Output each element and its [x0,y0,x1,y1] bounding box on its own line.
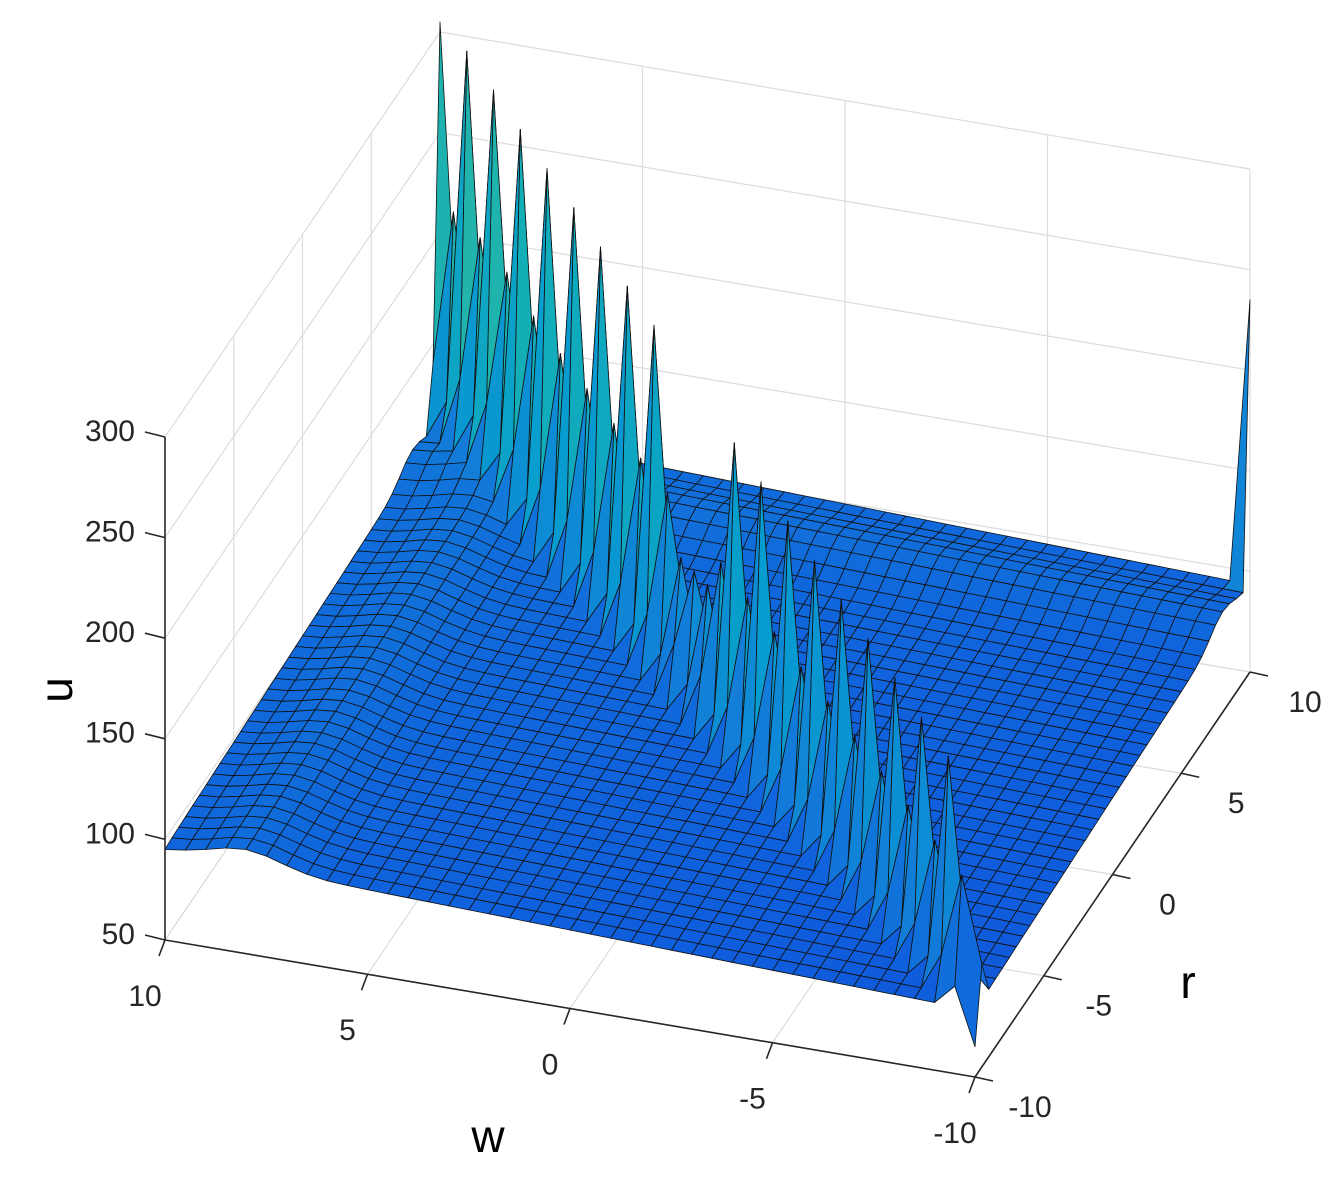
z-tick [144,632,166,639]
y-tick-label: -10 [1008,1091,1051,1124]
x-tick-label: -5 [739,1083,766,1116]
y-tick-label: -5 [1085,990,1112,1023]
x-tick [765,1042,774,1060]
grid-line [164,333,441,740]
x-tick-label: 10 [128,980,161,1013]
x-axis-label: w [470,1110,505,1162]
x-tick-label: 5 [339,1014,356,1047]
z-tick-label: 150 [85,717,135,750]
y-tick [1112,873,1131,880]
y-tick [974,1076,994,1082]
y-axis-label: r [1180,956,1195,1008]
y-tick [1043,974,1062,981]
z-tick-label: 50 [102,918,135,951]
y-tick-label: 0 [1159,888,1176,921]
z-tick [144,934,166,941]
surface-mesh [164,21,1251,1048]
x-tick [158,939,166,957]
x-tick [563,1008,571,1025]
z-tick-label: 250 [85,516,135,549]
y-tick [1249,671,1269,677]
x-tick [360,973,369,991]
y-tick-label: 10 [1288,686,1321,719]
z-tick [144,531,166,539]
y-tick-label: 5 [1228,787,1245,820]
surface-face [1222,299,1251,594]
x-tick-label: -10 [933,1117,976,1150]
z-tick-label: 200 [85,616,135,649]
grid-line [439,31,1251,170]
z-tick [144,431,166,438]
z-tick [144,833,166,841]
grid-line [164,31,441,438]
grid-line [164,132,441,538]
y-tick [1181,772,1200,779]
surface-face [164,837,193,851]
x-tick [968,1076,976,1094]
z-tick [144,733,166,740]
z-axis-label: u [30,677,82,703]
x-tick-label: 0 [542,1048,559,1081]
grid-line [164,232,441,639]
z-tick-label: 100 [85,817,135,850]
axes-lines [144,431,1269,1094]
grid-line [439,132,1251,271]
z-tick-label: 300 [85,415,135,448]
